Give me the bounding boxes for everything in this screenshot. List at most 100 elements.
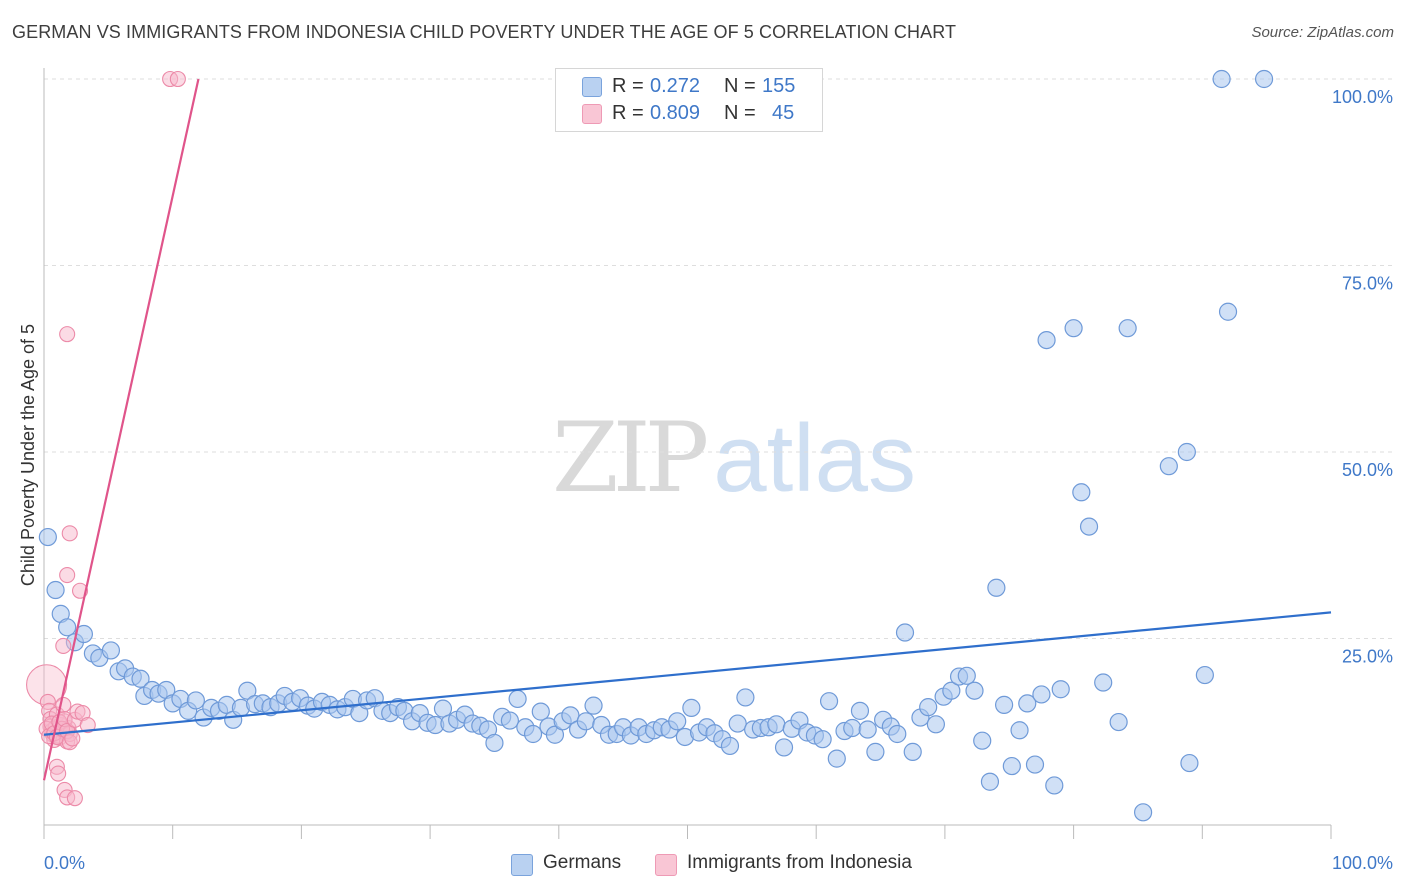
y-tick-label: 100.0% [1332, 87, 1393, 107]
germans-point [1254, 69, 1274, 89]
germans-point [973, 731, 992, 750]
r-value: 0.272 [650, 75, 701, 97]
indonesia-point [79, 716, 96, 734]
germans-point [186, 691, 205, 710]
indonesia-point [59, 326, 76, 343]
germans-point [1072, 483, 1091, 502]
germans-point [843, 718, 862, 738]
trend-lines [42, 78, 1332, 781]
germans-point [1002, 756, 1021, 776]
germans-swatch [511, 854, 533, 876]
chart-title: GERMAN VS IMMIGRANTS FROM INDONESIA CHIL… [12, 22, 957, 42]
germans-point [1079, 517, 1099, 536]
germans-point [1025, 755, 1045, 774]
germans-point [1177, 442, 1196, 462]
germans-point [1159, 457, 1178, 476]
source-label: Source: ZipAtlas.com [1251, 24, 1394, 41]
germans-point [523, 724, 543, 744]
y-tick-label: 50.0% [1342, 460, 1393, 480]
germans-point [995, 695, 1014, 714]
y-axis-title: Child Poverty Under the Age of 5 [18, 324, 38, 586]
indonesia-trend-line [42, 78, 200, 781]
germans-point [1032, 685, 1051, 704]
germans-point [682, 698, 701, 717]
germans-point [38, 527, 57, 547]
germans-point [131, 669, 150, 688]
germans-point [584, 696, 603, 715]
germans-point [827, 749, 846, 768]
germans-point [850, 701, 870, 720]
germans-point [888, 724, 907, 744]
indonesia-point [55, 637, 72, 655]
indonesia-point [66, 790, 83, 807]
germans-point [531, 702, 550, 721]
germans-point [561, 706, 580, 725]
watermark-atlas: atlas [713, 405, 916, 512]
germans-point [813, 730, 832, 749]
y-tick-label: 75.0% [1342, 274, 1393, 294]
germans-point [1109, 712, 1128, 732]
germans-point [500, 711, 519, 730]
germans-point [1051, 680, 1070, 699]
germans-point [728, 714, 747, 733]
indonesia-swatch [582, 104, 602, 124]
germans-point [965, 681, 984, 700]
x-tick-label: 0.0% [44, 853, 85, 873]
germans-point [895, 623, 915, 642]
x-tick-label: 100.0% [1332, 853, 1393, 873]
germans-point [545, 725, 565, 744]
indonesia-point [169, 70, 186, 88]
y-tick-label: 25.0% [1342, 647, 1393, 667]
germans-point [668, 712, 687, 731]
correlation-legend: R = 0.272 N = 155 R = 0.809 N = 45 [555, 68, 823, 132]
germans-point [1118, 319, 1137, 338]
germans-point [576, 712, 595, 731]
germans-point [819, 692, 839, 711]
germans-point [720, 736, 740, 756]
r-label: R = [612, 75, 644, 97]
series-legend: Germans Immigrants from Indonesia [0, 852, 1406, 878]
germans-label: Germans [543, 852, 622, 873]
germans-point [1218, 302, 1238, 321]
germans-point [1094, 673, 1113, 692]
n-label: N = [724, 102, 756, 124]
germans-point [1195, 665, 1214, 685]
germans-point [987, 578, 1006, 597]
germans-point [926, 715, 945, 734]
germans-point [919, 698, 938, 717]
germans-points [38, 69, 1274, 822]
watermark-zip: ZIP [552, 402, 709, 514]
germans-point [866, 742, 885, 761]
germans-point [1045, 776, 1064, 795]
germans-point [957, 666, 976, 685]
indonesia-point [61, 525, 78, 542]
watermark: ZIP atlas [552, 402, 916, 514]
germans-point [58, 618, 77, 637]
germans-point [101, 641, 121, 660]
germans-point [1064, 319, 1083, 338]
n-label: N = [724, 75, 756, 97]
germans-point [767, 715, 786, 734]
r-value: 0.809 [650, 102, 701, 124]
indonesia-label: Immigrants from Indonesia [687, 852, 912, 873]
germans-point [980, 772, 1000, 791]
indonesia-swatch [655, 854, 677, 876]
axis-labels: 25.0% 50.0% 75.0% 100.0% 0.0% 100.0% Child Pov… [18, 87, 1393, 873]
germans-point [485, 733, 504, 753]
germans-point [1133, 803, 1153, 822]
germans-point [774, 738, 794, 757]
germans-point [942, 681, 961, 700]
germans-point [1212, 69, 1231, 89]
indonesia-point [55, 696, 72, 713]
germans-swatch [582, 77, 602, 97]
germans-point [1037, 331, 1056, 350]
germans-trend-line [43, 611, 1332, 736]
germans-point [508, 689, 527, 709]
germans-point [1010, 721, 1029, 740]
n-value: 45 [772, 102, 795, 124]
grid-lines [44, 78, 1393, 639]
germans-point [46, 580, 65, 600]
germans-point [736, 688, 755, 707]
indonesia-point [50, 765, 67, 782]
